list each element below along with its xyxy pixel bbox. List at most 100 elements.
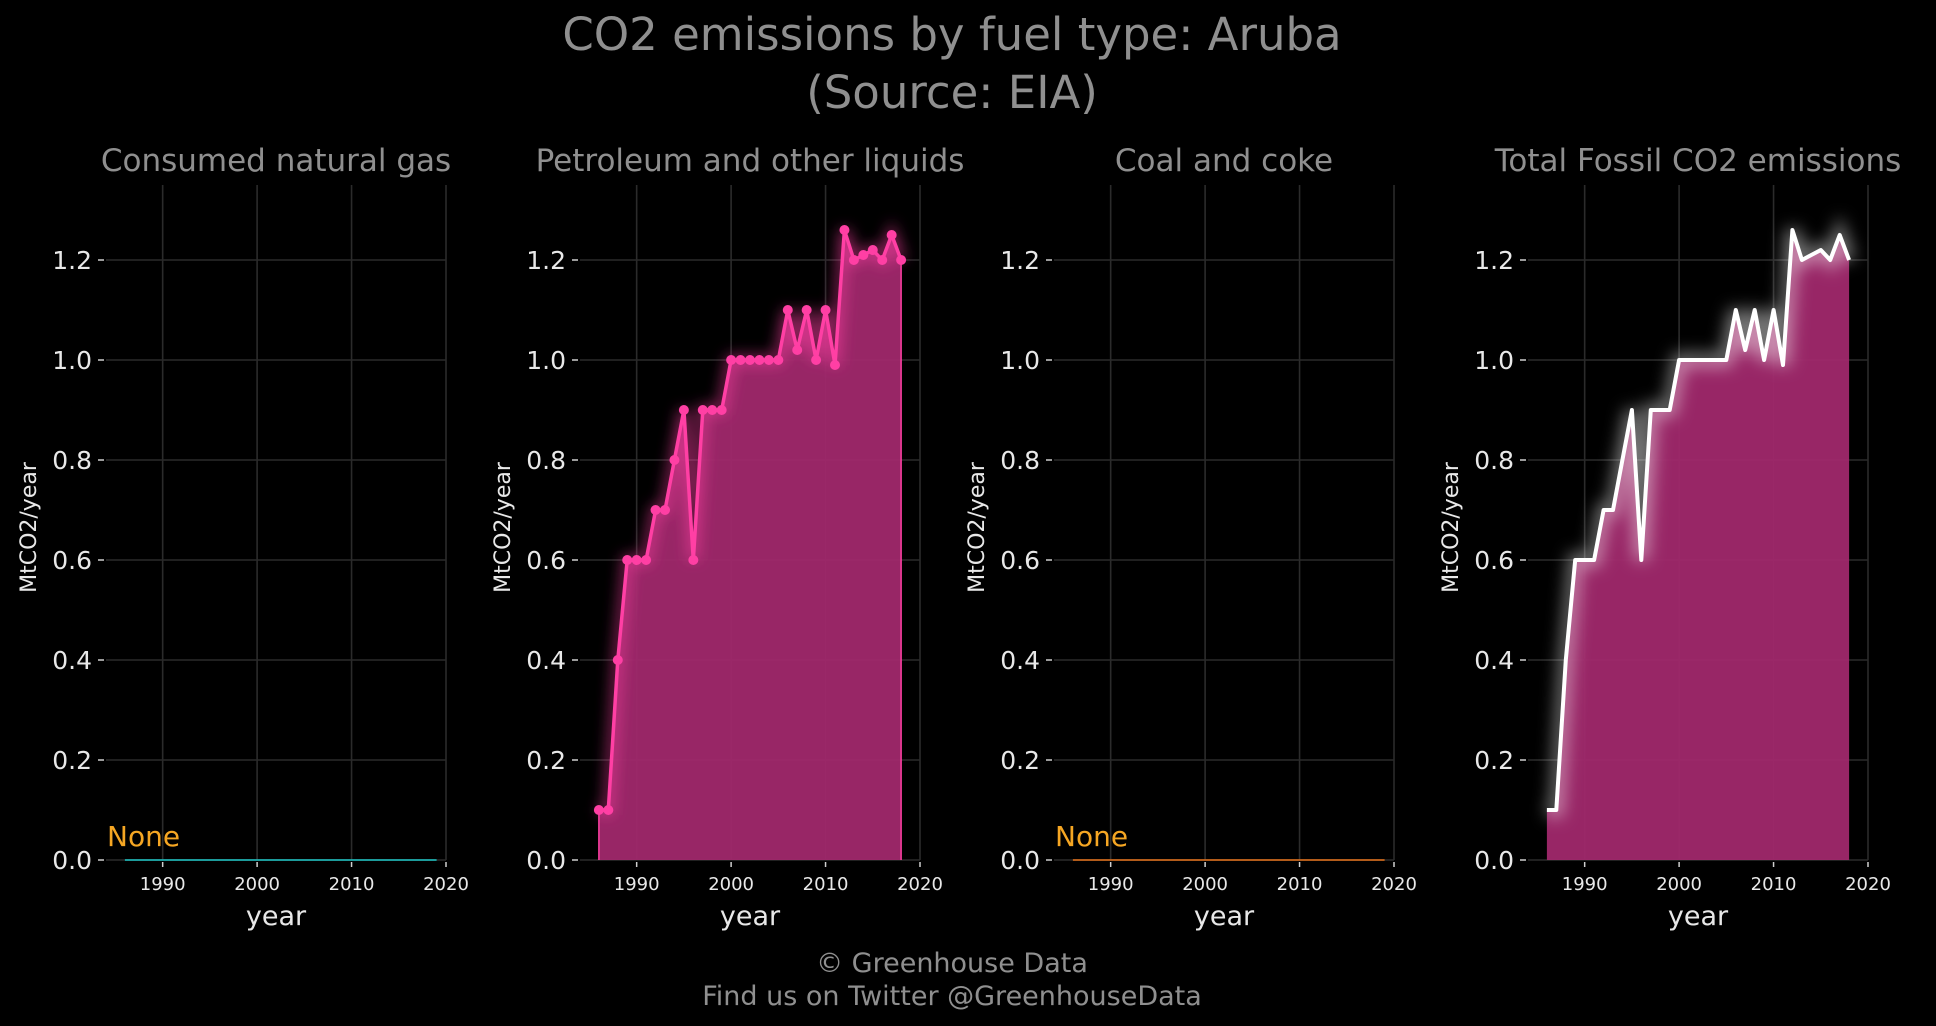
y-tick-label: 1.2 bbox=[1474, 246, 1514, 275]
panel-title: Petroleum and other liquids bbox=[536, 143, 965, 179]
x-tick-label: 2020 bbox=[423, 874, 469, 895]
y-tick-label: 0.2 bbox=[1474, 746, 1514, 775]
panel-title: Coal and coke bbox=[1115, 143, 1333, 179]
series-area bbox=[1546, 230, 1850, 860]
y-axis-label: MtCO2/year bbox=[491, 461, 516, 593]
data-point bbox=[782, 305, 793, 315]
x-tick-label: 1990 bbox=[1088, 874, 1134, 895]
x-tick-label: 2010 bbox=[1277, 874, 1323, 895]
data-point bbox=[716, 405, 727, 415]
data-point bbox=[650, 505, 661, 515]
data-point bbox=[660, 505, 670, 515]
y-tick-label: 0.8 bbox=[526, 446, 566, 475]
data-point bbox=[811, 355, 822, 365]
data-point bbox=[867, 245, 878, 255]
panels: Consumed natural gas 0.0 0.2 0.4 0.6 0.8 1.0 1.… bbox=[17, 143, 1901, 932]
chart-title: CO2 emissions by fuel type: Aruba bbox=[562, 8, 1341, 61]
x-axis-label: year bbox=[1194, 901, 1255, 932]
data-point bbox=[801, 305, 812, 315]
panel-4: Total Fossil CO2 emissions 0.0 0.2 0.4 0.6 0.… bbox=[1439, 143, 1901, 932]
data-point bbox=[707, 405, 718, 415]
y-tick-label: 0.6 bbox=[526, 546, 566, 575]
panel-2: Petroleum and other liquids 0.0 0.2 0.4 0.6 0… bbox=[491, 143, 964, 932]
x-tick-label: 2000 bbox=[234, 874, 280, 895]
footer-copyright: © Greenhouse Data bbox=[816, 948, 1088, 979]
y-axis-label: MtCO2/year bbox=[1439, 461, 1464, 593]
panel-1: Consumed natural gas 0.0 0.2 0.4 0.6 0.8 1.0 1.… bbox=[17, 143, 469, 932]
x-tick-label: 2020 bbox=[897, 874, 943, 895]
y-tick-label: 0.4 bbox=[52, 646, 92, 675]
y-axis-label: MtCO2/year bbox=[17, 461, 42, 593]
data-point bbox=[763, 355, 774, 365]
data-point bbox=[745, 355, 755, 365]
y-tick-label: 1.2 bbox=[1000, 246, 1040, 275]
y-tick-label: 0.8 bbox=[52, 446, 92, 475]
y-tick-label: 0.8 bbox=[1474, 446, 1514, 475]
x-tick-label: 2000 bbox=[1656, 874, 1702, 895]
y-tick-label: 0.6 bbox=[1474, 546, 1514, 575]
x-axis-label: year bbox=[246, 901, 307, 932]
x-tick-label: 2000 bbox=[708, 874, 754, 895]
data-point bbox=[886, 230, 897, 240]
data-point bbox=[754, 355, 765, 365]
data-point bbox=[631, 555, 642, 565]
series-line bbox=[1546, 228, 1851, 812]
data-point bbox=[678, 405, 689, 415]
y-tick-label: 0.4 bbox=[526, 646, 566, 675]
data-point bbox=[603, 805, 614, 815]
y-tick-label: 0.0 bbox=[52, 846, 92, 875]
y-tick-label: 0.0 bbox=[526, 846, 566, 875]
data-point bbox=[773, 355, 784, 365]
x-axis-label: year bbox=[1668, 901, 1729, 932]
y-tick-label: 1.0 bbox=[526, 346, 566, 375]
y-tick-label: 1.0 bbox=[1000, 346, 1040, 375]
y-tick-label: 0.0 bbox=[1000, 846, 1040, 875]
data-point bbox=[641, 555, 652, 565]
y-tick-label: 0.2 bbox=[526, 746, 566, 775]
x-tick-label: 2020 bbox=[1371, 874, 1417, 895]
y-tick-label: 0.6 bbox=[52, 546, 92, 575]
data-point bbox=[726, 355, 737, 365]
none-annotation: None bbox=[107, 820, 180, 853]
panel-3: Coal and coke 0.0 0.2 0.4 0.6 0.8 1.0 1.2 1990 20… bbox=[965, 143, 1417, 932]
y-axis-label: MtCO2/year bbox=[965, 461, 990, 593]
y-tick-label: 0.0 bbox=[1474, 846, 1514, 875]
y-tick-label: 0.8 bbox=[1000, 446, 1040, 475]
y-tick-label: 0.4 bbox=[1474, 646, 1514, 675]
data-point bbox=[697, 405, 708, 415]
y-tick-label: 1.0 bbox=[52, 346, 92, 375]
data-point bbox=[839, 225, 850, 235]
data-point bbox=[848, 255, 859, 265]
y-tick-label: 0.2 bbox=[52, 746, 92, 775]
panel-title: Total Fossil CO2 emissions bbox=[1494, 143, 1902, 179]
data-point bbox=[735, 355, 746, 365]
chart-subtitle: (Source: EIA) bbox=[806, 66, 1098, 119]
data-point bbox=[877, 255, 888, 265]
data-point bbox=[622, 555, 633, 565]
x-tick-label: 2000 bbox=[1182, 874, 1228, 895]
x-tick-label: 1990 bbox=[1562, 874, 1608, 895]
data-point bbox=[858, 250, 869, 260]
y-tick-label: 1.2 bbox=[52, 246, 92, 275]
x-tick-label: 2020 bbox=[1845, 874, 1891, 895]
data-point bbox=[792, 345, 803, 355]
x-axis-label: year bbox=[720, 901, 781, 932]
data-point bbox=[612, 655, 623, 665]
data-point bbox=[669, 455, 680, 465]
data-point bbox=[688, 555, 699, 565]
x-tick-label: 2010 bbox=[803, 874, 849, 895]
y-tick-label: 0.6 bbox=[1000, 546, 1040, 575]
y-tick-label: 0.2 bbox=[1000, 746, 1040, 775]
none-annotation: None bbox=[1055, 820, 1128, 853]
data-point bbox=[820, 305, 831, 315]
y-tick-label: 1.2 bbox=[526, 246, 566, 275]
x-tick-label: 1990 bbox=[140, 874, 186, 895]
x-tick-label: 2010 bbox=[329, 874, 375, 895]
y-tick-label: 0.4 bbox=[1000, 646, 1040, 675]
series-area bbox=[598, 230, 902, 860]
y-tick-label: 1.0 bbox=[1474, 346, 1514, 375]
x-tick-label: 2010 bbox=[1751, 874, 1797, 895]
data-point bbox=[830, 360, 840, 370]
x-tick-label: 1990 bbox=[614, 874, 660, 895]
